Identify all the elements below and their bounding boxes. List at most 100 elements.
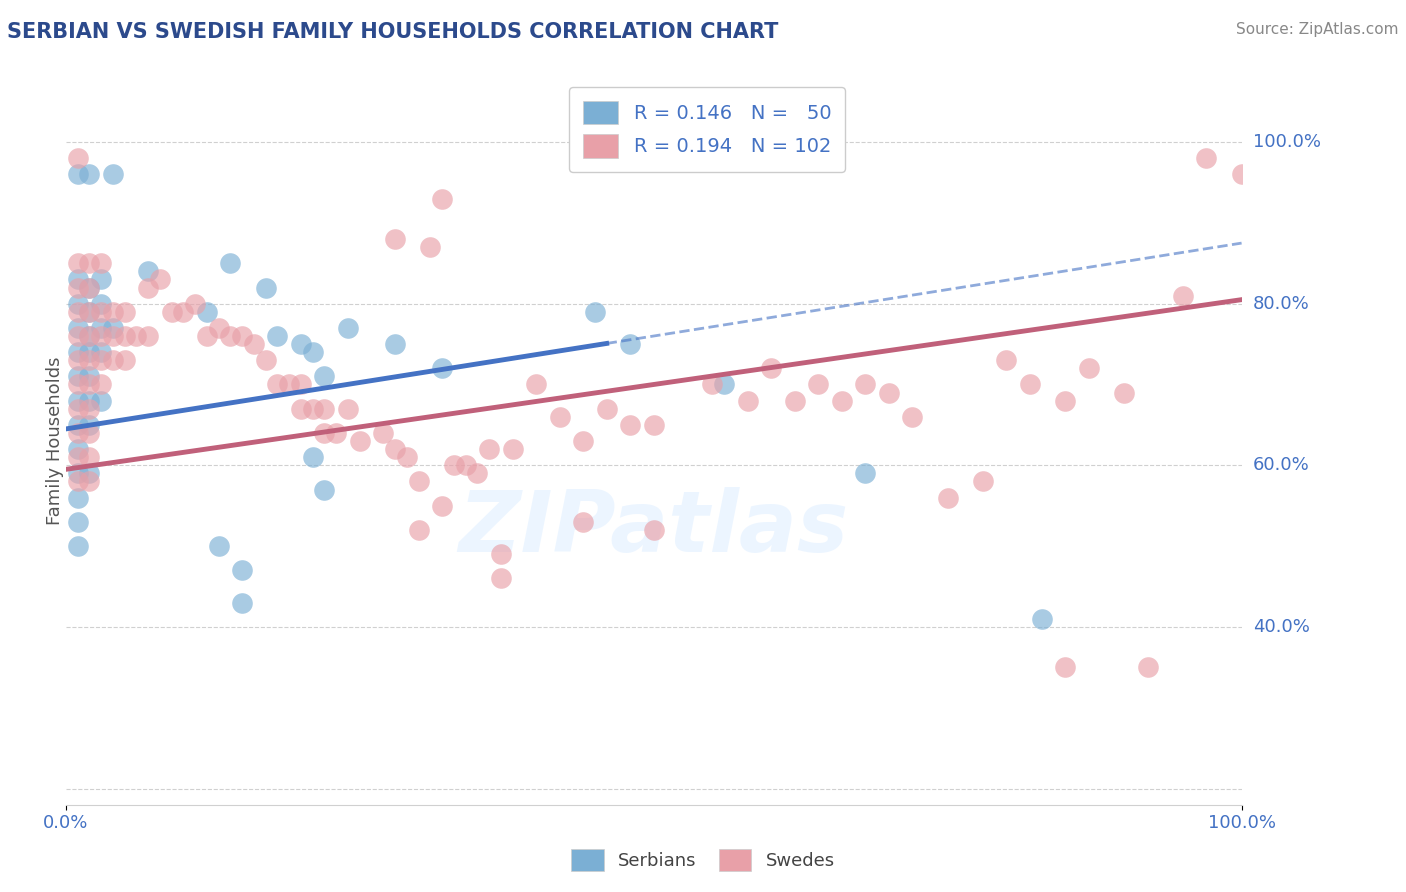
Point bbox=[66, 450, 89, 465]
Point bbox=[643, 417, 665, 432]
Point bbox=[66, 151, 89, 165]
Point bbox=[373, 425, 395, 440]
Point bbox=[66, 467, 89, 481]
Point bbox=[314, 483, 336, 497]
Point bbox=[583, 305, 606, 319]
Point bbox=[278, 377, 301, 392]
Point bbox=[266, 329, 288, 343]
Point bbox=[160, 305, 183, 319]
Point bbox=[454, 458, 477, 473]
Point bbox=[301, 401, 323, 416]
Point bbox=[430, 192, 453, 206]
Point bbox=[90, 296, 112, 310]
Point bbox=[90, 393, 112, 408]
Point bbox=[90, 329, 112, 343]
Point bbox=[465, 467, 488, 481]
Point bbox=[101, 168, 124, 182]
Point bbox=[79, 280, 101, 294]
Point bbox=[208, 539, 231, 553]
Point bbox=[101, 353, 124, 368]
Point bbox=[1054, 393, 1077, 408]
Point bbox=[1230, 168, 1253, 182]
Point bbox=[79, 168, 101, 182]
Point bbox=[290, 377, 312, 392]
Point bbox=[314, 425, 336, 440]
Point bbox=[66, 491, 89, 505]
Point bbox=[231, 596, 253, 610]
Point bbox=[79, 401, 101, 416]
Point bbox=[79, 305, 101, 319]
Point bbox=[384, 442, 406, 457]
Point bbox=[101, 305, 124, 319]
Point bbox=[101, 321, 124, 335]
Point bbox=[231, 329, 253, 343]
Point bbox=[79, 450, 101, 465]
Point bbox=[702, 377, 724, 392]
Point bbox=[853, 467, 876, 481]
Point bbox=[737, 393, 759, 408]
Point bbox=[301, 345, 323, 359]
Point bbox=[489, 571, 512, 585]
Point bbox=[66, 401, 89, 416]
Text: 80.0%: 80.0% bbox=[1253, 294, 1309, 313]
Y-axis label: Family Households: Family Households bbox=[46, 357, 63, 525]
Point bbox=[101, 329, 124, 343]
Point bbox=[384, 337, 406, 351]
Point bbox=[66, 345, 89, 359]
Point bbox=[1031, 612, 1053, 626]
Point bbox=[66, 515, 89, 529]
Point bbox=[478, 442, 501, 457]
Point bbox=[114, 305, 136, 319]
Point bbox=[66, 369, 89, 384]
Point bbox=[90, 353, 112, 368]
Point bbox=[314, 369, 336, 384]
Point bbox=[266, 377, 288, 392]
Text: 40.0%: 40.0% bbox=[1253, 618, 1309, 636]
Point bbox=[125, 329, 148, 343]
Point bbox=[66, 280, 89, 294]
Point bbox=[66, 417, 89, 432]
Point bbox=[90, 345, 112, 359]
Point bbox=[384, 232, 406, 246]
Point bbox=[901, 409, 924, 424]
Point bbox=[90, 377, 112, 392]
Point bbox=[572, 434, 595, 448]
Point bbox=[1195, 151, 1218, 165]
Point bbox=[66, 321, 89, 335]
Point bbox=[66, 296, 89, 310]
Point bbox=[524, 377, 547, 392]
Point bbox=[114, 353, 136, 368]
Point bbox=[79, 425, 101, 440]
Point bbox=[1054, 660, 1077, 674]
Point bbox=[79, 256, 101, 270]
Point bbox=[114, 329, 136, 343]
Point bbox=[572, 515, 595, 529]
Point bbox=[66, 377, 89, 392]
Point bbox=[349, 434, 371, 448]
Point bbox=[301, 450, 323, 465]
Point bbox=[936, 491, 959, 505]
Point bbox=[1136, 660, 1159, 674]
Point bbox=[1171, 288, 1194, 302]
Point bbox=[184, 296, 207, 310]
Point bbox=[314, 401, 336, 416]
Point bbox=[66, 168, 89, 182]
Point bbox=[643, 523, 665, 537]
Point bbox=[136, 329, 159, 343]
Point bbox=[149, 272, 172, 286]
Point bbox=[807, 377, 830, 392]
Point bbox=[66, 329, 89, 343]
Point bbox=[1112, 385, 1135, 400]
Point bbox=[195, 305, 218, 319]
Point bbox=[195, 329, 218, 343]
Point bbox=[66, 353, 89, 368]
Point bbox=[79, 475, 101, 489]
Point bbox=[395, 450, 418, 465]
Point bbox=[489, 547, 512, 561]
Point bbox=[79, 417, 101, 432]
Point bbox=[502, 442, 524, 457]
Point bbox=[408, 475, 430, 489]
Text: ZIPatlas: ZIPatlas bbox=[458, 487, 849, 570]
Point bbox=[231, 563, 253, 577]
Point bbox=[853, 377, 876, 392]
